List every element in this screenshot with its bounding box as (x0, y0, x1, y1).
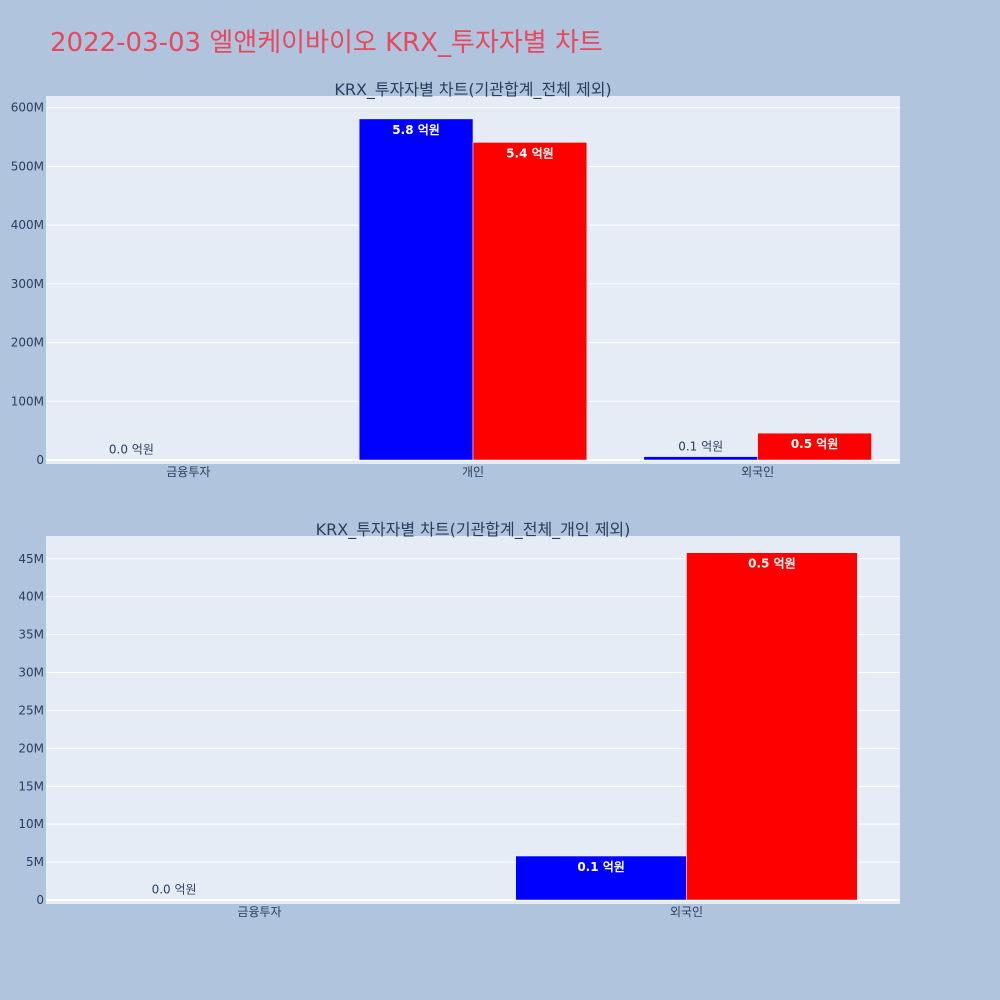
y-tick-label: 20M (18, 741, 44, 755)
chart-panel-2: 0 5M 10M 15M 20M 25M 30M 35M 40M 45M KRX_투자자별 차트(기… (18, 520, 900, 919)
data-label: 0.5 억원 (748, 557, 796, 571)
y-tick-label: 5M (26, 855, 44, 869)
y-tick-label: 35M (18, 628, 44, 642)
y-tick-label: 45M (18, 552, 44, 566)
y-tick-label: 300M (11, 277, 44, 291)
y-tick-label: 600M (11, 101, 44, 115)
x-tick-label: 외국인 (741, 465, 774, 479)
y-tick-label: 0 (36, 453, 44, 467)
page-title: 2022-03-03 엘앤케이바이오 KRX_투자자별 차트 (50, 28, 603, 58)
y-tick-label: 40M (18, 590, 44, 604)
y-tick-label: 10M (18, 817, 44, 831)
bar (757, 432, 872, 461)
x-tick-label: 개인 (462, 465, 484, 479)
y-tick-label: 200M (11, 336, 44, 350)
data-label: 0.5 억원 (791, 437, 839, 451)
data-label: 0.1 억원 (577, 860, 625, 874)
x-tick-label: 외국인 (670, 905, 703, 919)
y-tick-label: 15M (18, 779, 44, 793)
y-tick-label: 100M (11, 394, 44, 408)
y-tick-label: 30M (18, 666, 44, 680)
chart-panel-1: 0 100M 200M 300M 400M 500M 600M KRX_투자자별 차트(기관합… (11, 80, 900, 479)
bar (358, 118, 474, 461)
bar (88, 899, 260, 901)
bar (74, 459, 189, 461)
bar (472, 142, 588, 461)
bar (643, 456, 758, 461)
y-tick-label: 500M (11, 159, 44, 173)
bar (515, 855, 687, 901)
x-tick-label: 금융투자 (166, 465, 210, 479)
data-label: 0.0 억원 (152, 883, 197, 897)
y-tick-label: 0 (36, 893, 44, 907)
y-tick-label: 25M (18, 703, 44, 717)
bar (686, 552, 858, 901)
chart-title: KRX_투자자별 차트(기관합계_전체 제외) (334, 80, 611, 100)
y-tick-label: 400M (11, 218, 44, 232)
x-tick-label: 금융투자 (237, 905, 281, 919)
data-label: 5.8 억원 (392, 123, 440, 137)
data-label: 0.0 억원 (109, 443, 154, 457)
data-label: 5.4 억원 (506, 146, 554, 160)
chart-title: KRX_투자자별 차트(기관합계_전체_개인 제외) (316, 520, 631, 540)
data-label: 0.1 억원 (678, 440, 723, 454)
